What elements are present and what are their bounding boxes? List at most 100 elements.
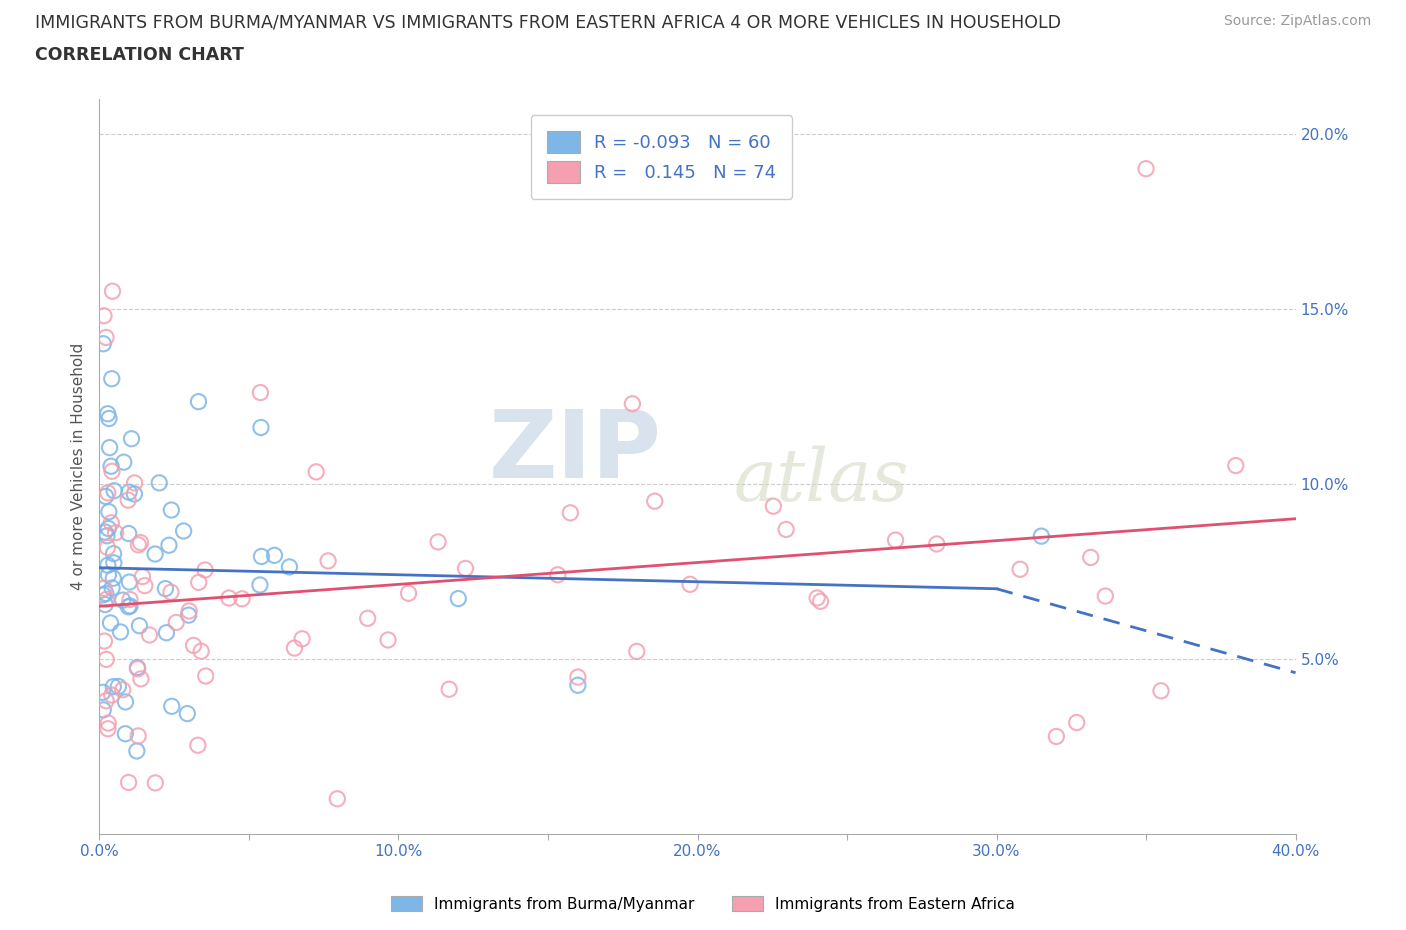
Point bbox=[644, 494, 666, 509]
Point bbox=[97, 715, 120, 730]
Point bbox=[183, 638, 205, 653]
Point bbox=[278, 560, 301, 575]
Point bbox=[93, 633, 115, 648]
Point bbox=[97, 485, 120, 500]
Point bbox=[187, 394, 209, 409]
Point bbox=[1135, 161, 1157, 176]
Point bbox=[101, 464, 124, 479]
Point bbox=[94, 694, 117, 709]
Point bbox=[94, 489, 117, 504]
Point bbox=[1031, 528, 1053, 543]
Point bbox=[129, 671, 152, 686]
Point bbox=[101, 284, 124, 299]
Point bbox=[103, 679, 125, 694]
Point bbox=[427, 535, 450, 550]
Point bbox=[357, 611, 380, 626]
Point bbox=[97, 406, 120, 421]
Text: Source: ZipAtlas.com: Source: ZipAtlas.com bbox=[1223, 14, 1371, 28]
Point bbox=[98, 411, 121, 426]
Point bbox=[160, 502, 183, 517]
Point bbox=[96, 652, 118, 667]
Point bbox=[250, 549, 273, 564]
Point bbox=[100, 616, 122, 631]
Point bbox=[806, 591, 828, 605]
Point bbox=[218, 591, 240, 605]
Point bbox=[100, 371, 122, 386]
Point bbox=[775, 522, 797, 537]
Point bbox=[377, 632, 399, 647]
Point bbox=[97, 504, 120, 519]
Point bbox=[118, 575, 141, 590]
Point bbox=[250, 420, 273, 435]
Point bbox=[283, 641, 305, 656]
Point bbox=[112, 455, 135, 470]
Point bbox=[1066, 715, 1088, 730]
Point bbox=[94, 525, 117, 539]
Point bbox=[97, 558, 120, 573]
Legend: Immigrants from Burma/Myanmar, Immigrants from Eastern Africa: Immigrants from Burma/Myanmar, Immigrant… bbox=[385, 889, 1021, 918]
Point bbox=[110, 625, 132, 640]
Point bbox=[111, 592, 134, 607]
Point bbox=[1094, 589, 1116, 604]
Point bbox=[454, 561, 477, 576]
Point bbox=[93, 581, 115, 596]
Point bbox=[103, 546, 125, 561]
Point bbox=[1045, 729, 1067, 744]
Point bbox=[326, 791, 349, 806]
Point bbox=[190, 644, 212, 658]
Point bbox=[103, 484, 125, 498]
Point bbox=[104, 525, 127, 540]
Point bbox=[316, 553, 339, 568]
Point bbox=[884, 533, 907, 548]
Point bbox=[231, 591, 253, 606]
Point bbox=[97, 722, 120, 737]
Point bbox=[117, 775, 139, 790]
Text: atlas: atlas bbox=[734, 445, 908, 516]
Point bbox=[111, 683, 134, 698]
Point bbox=[100, 687, 122, 702]
Point bbox=[94, 586, 117, 601]
Point bbox=[134, 578, 156, 593]
Point bbox=[547, 567, 569, 582]
Point bbox=[437, 682, 460, 697]
Point bbox=[98, 440, 121, 455]
Point bbox=[177, 607, 200, 622]
Point bbox=[127, 538, 149, 552]
Point bbox=[114, 695, 136, 710]
Point bbox=[194, 563, 217, 578]
Point bbox=[1010, 562, 1032, 577]
Point bbox=[143, 776, 166, 790]
Point bbox=[160, 585, 183, 600]
Point bbox=[118, 526, 141, 541]
Point bbox=[96, 540, 118, 555]
Point bbox=[621, 396, 644, 411]
Point bbox=[96, 528, 118, 543]
Point bbox=[129, 535, 152, 550]
Point bbox=[1150, 684, 1173, 698]
Point bbox=[263, 548, 285, 563]
Point bbox=[117, 493, 139, 508]
Point bbox=[91, 588, 114, 603]
Text: CORRELATION CHART: CORRELATION CHART bbox=[35, 46, 245, 64]
Point bbox=[97, 567, 120, 582]
Point bbox=[176, 706, 198, 721]
Point bbox=[94, 597, 117, 612]
Point bbox=[128, 618, 150, 633]
Text: ZIP: ZIP bbox=[489, 405, 662, 498]
Point bbox=[447, 591, 470, 606]
Point bbox=[100, 458, 122, 473]
Point bbox=[124, 475, 146, 490]
Point bbox=[1080, 550, 1102, 565]
Point bbox=[97, 521, 120, 536]
Point bbox=[925, 537, 948, 551]
Point bbox=[148, 475, 170, 490]
Legend: R = -0.093   N = 60, R =   0.145   N = 74: R = -0.093 N = 60, R = 0.145 N = 74 bbox=[531, 115, 793, 199]
Point bbox=[107, 679, 129, 694]
Point bbox=[305, 464, 328, 479]
Point bbox=[567, 678, 589, 693]
Point bbox=[100, 515, 122, 530]
Point bbox=[679, 577, 702, 591]
Point bbox=[103, 571, 125, 586]
Point bbox=[127, 661, 149, 676]
Point bbox=[143, 547, 166, 562]
